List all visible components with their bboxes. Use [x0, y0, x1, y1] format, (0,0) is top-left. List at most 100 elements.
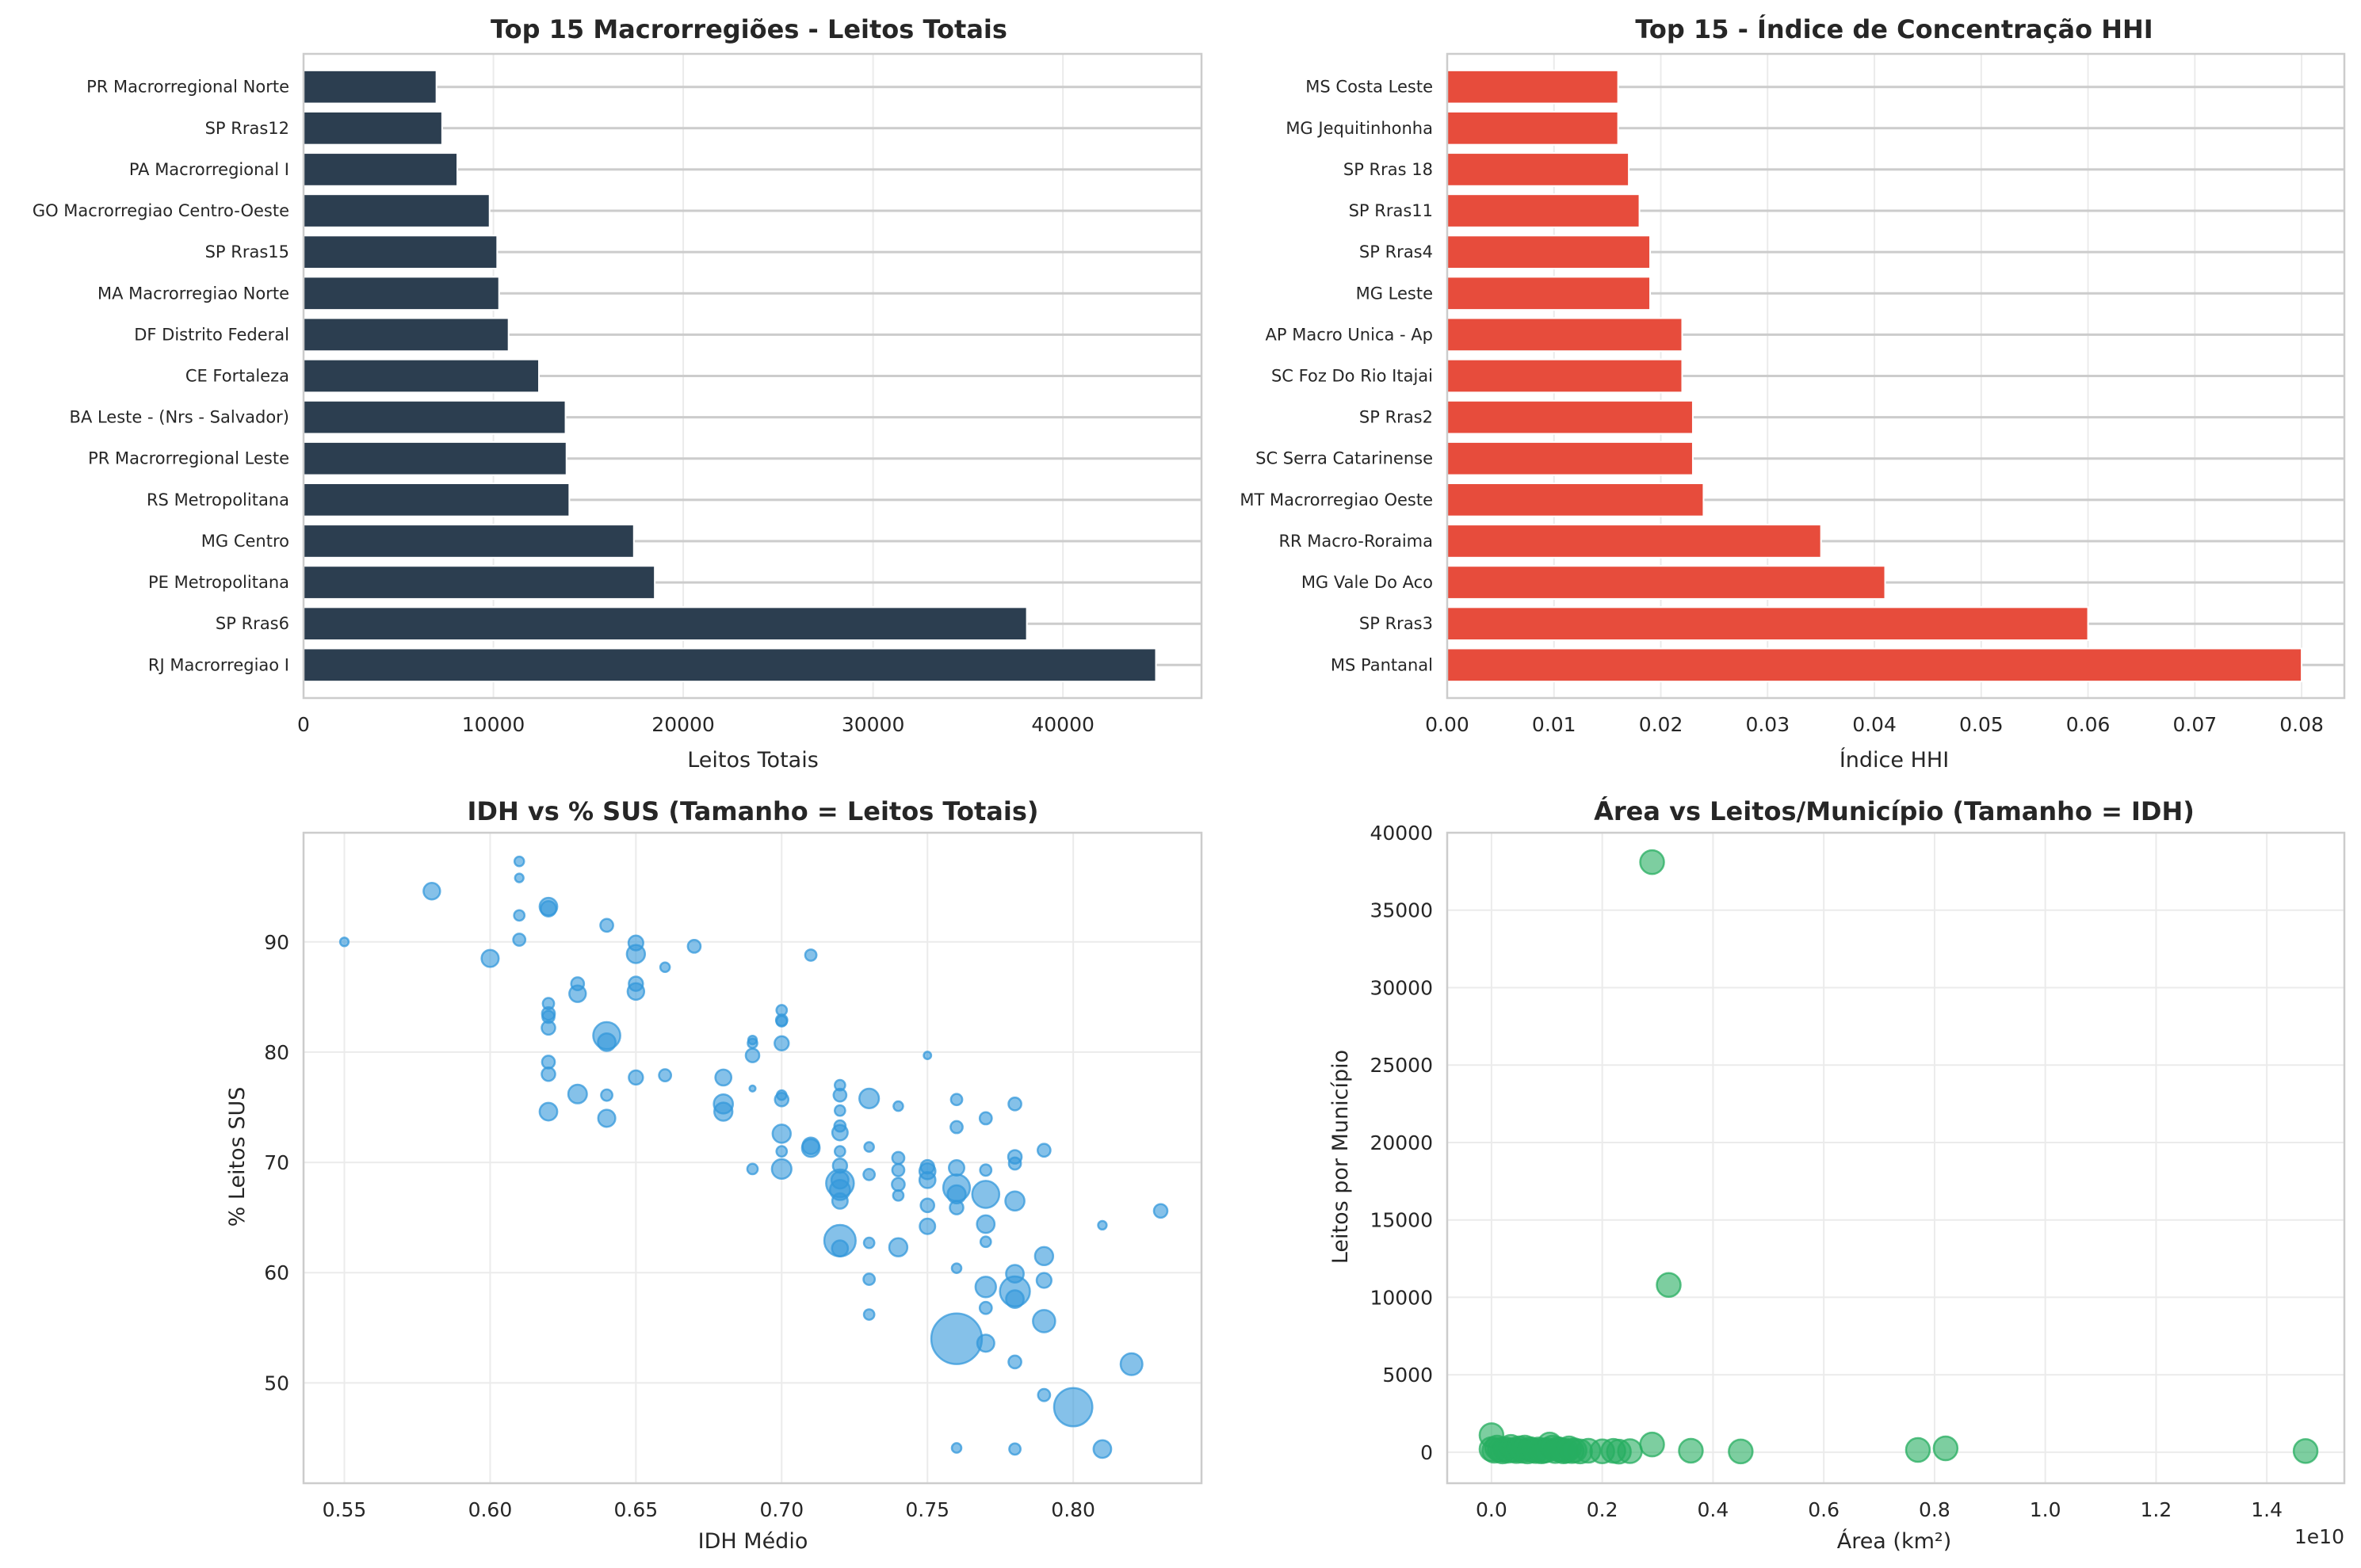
- data-point: [1152, 1203, 1169, 1219]
- bar: [303, 317, 510, 353]
- data-point: [858, 1087, 881, 1109]
- bar: [303, 358, 541, 394]
- y-tick-label: MG Jequitinhonha: [1286, 119, 1433, 138]
- x-axis-label: IDH Médio: [698, 1529, 808, 1554]
- x-tick-label: 0.04: [1852, 713, 1897, 736]
- data-point: [949, 1093, 964, 1107]
- x-tick-label: 0.65: [614, 1498, 659, 1521]
- bar: [303, 565, 656, 600]
- data-point: [862, 1308, 876, 1321]
- data-point: [659, 961, 671, 974]
- data-point: [599, 918, 614, 933]
- plot-frame: [302, 831, 1203, 1485]
- y-tick-label: RJ Macrorregiao I: [148, 655, 289, 674]
- data-point: [804, 948, 818, 962]
- data-point: [1037, 1143, 1052, 1158]
- data-point: [950, 1442, 963, 1454]
- y-tick-label: MS Pantanal: [1331, 655, 1433, 674]
- x-tick-label: 0.55: [323, 1498, 367, 1521]
- bar: [303, 647, 1157, 683]
- y-tick-label: 15000: [1370, 1209, 1433, 1232]
- chart-title: Top 15 Macrorregiões - Leitos Totais: [491, 14, 1007, 44]
- y-tick-label: 60: [264, 1261, 289, 1284]
- data-point: [1053, 1387, 1094, 1428]
- y-tick-label: 10000: [1370, 1286, 1433, 1309]
- data-point: [338, 937, 350, 948]
- y-tick-label: CE Fortaleza: [185, 367, 289, 386]
- bar: [1446, 524, 1822, 559]
- y-tick-label: SP Rras3: [1359, 614, 1433, 633]
- y-tick-label: MS Costa Leste: [1305, 78, 1433, 97]
- data-point: [541, 1066, 556, 1082]
- data-point: [713, 1101, 734, 1122]
- data-point: [1004, 1190, 1026, 1212]
- bar: [303, 483, 571, 517]
- y-tick-label: 25000: [1370, 1054, 1433, 1077]
- bar: [303, 152, 459, 187]
- data-point: [862, 1236, 876, 1249]
- data-point: [1119, 1352, 1144, 1376]
- data-point: [979, 1163, 993, 1177]
- x-tick-label: 0.07: [2172, 713, 2217, 736]
- x-tick-label: 0.6: [1808, 1498, 1840, 1521]
- bar: [1446, 276, 1652, 311]
- data-point: [513, 855, 525, 868]
- y-tick-label: PE Metropolitana: [148, 573, 289, 592]
- x-axis-label: Índice HHI: [1840, 747, 1949, 773]
- data-point: [628, 1069, 644, 1086]
- data-point: [746, 1162, 759, 1176]
- plot-frame: [302, 52, 1203, 700]
- data-point: [863, 1141, 875, 1153]
- x-tick-label: 0.06: [2066, 713, 2111, 736]
- data-point: [568, 984, 587, 1003]
- bar: [303, 110, 443, 146]
- y-tick-label: MA Macrorregiao Norte: [97, 284, 289, 303]
- y-tick-label: AP Macro Unica - Ap: [1266, 325, 1434, 344]
- panel-area-leitos: Área vs Leitos/Município (Tamanho = IDH)…: [1328, 796, 2346, 1554]
- x-tick-label: 0.01: [1532, 713, 1576, 736]
- x-axis-label: Leitos Totais: [687, 748, 819, 773]
- y-tick-label: 80: [264, 1041, 289, 1064]
- x-tick-label: 0.8: [1919, 1498, 1950, 1521]
- y-tick-label: 40000: [1370, 822, 1433, 845]
- data-point: [567, 1083, 588, 1104]
- x-tick-label: 0: [297, 713, 310, 736]
- bar: [1446, 69, 1619, 105]
- data-point: [1008, 1442, 1022, 1456]
- data-point: [1007, 1096, 1022, 1112]
- y-tick-label: SC Serra Catarinense: [1255, 449, 1433, 468]
- data-point: [538, 1101, 559, 1122]
- x-tick-label: 40000: [1031, 713, 1095, 736]
- x-tick-label: 0.05: [1959, 713, 2004, 736]
- bar: [1446, 399, 1694, 435]
- data-point: [1904, 1436, 1931, 1463]
- panel-leitos-totais: Top 15 Macrorregiões - Leitos Totais 0 10…: [32, 14, 1203, 773]
- y-tick-label: SP Rras12: [205, 119, 289, 138]
- bar: [303, 276, 500, 311]
- data-point: [1092, 1439, 1113, 1459]
- x-tick-label: 0.2: [1587, 1498, 1618, 1521]
- x-tick-label: 0.60: [468, 1498, 513, 1521]
- data-point: [862, 1272, 877, 1286]
- y-tick-label: SP Rras15: [205, 242, 289, 261]
- data-point: [891, 1177, 906, 1192]
- y-tick-label: 90: [264, 931, 289, 954]
- data-point: [541, 1020, 556, 1036]
- y-tick-label: SP Rras11: [1349, 201, 1433, 220]
- y-tick-label: SP Rras6: [216, 614, 289, 633]
- bar: [303, 524, 635, 559]
- data-point: [892, 1100, 904, 1112]
- data-point: [770, 1158, 793, 1181]
- y-tick-label: 35000: [1370, 899, 1433, 922]
- y-tick-label: 50: [264, 1372, 289, 1394]
- bar: [1446, 606, 2089, 642]
- x-tick-label: 0.80: [1051, 1498, 1095, 1521]
- y-tick-label: 5000: [1382, 1364, 1433, 1387]
- chart-title: IDH vs % SUS (Tamanho = Leitos Totais): [468, 796, 1039, 826]
- x-tick-label: 20000: [651, 713, 715, 736]
- bar: [303, 606, 1028, 642]
- x-tick-label: 1.4: [2251, 1498, 2283, 1521]
- bar: [303, 399, 567, 435]
- data-point: [1678, 1437, 1704, 1464]
